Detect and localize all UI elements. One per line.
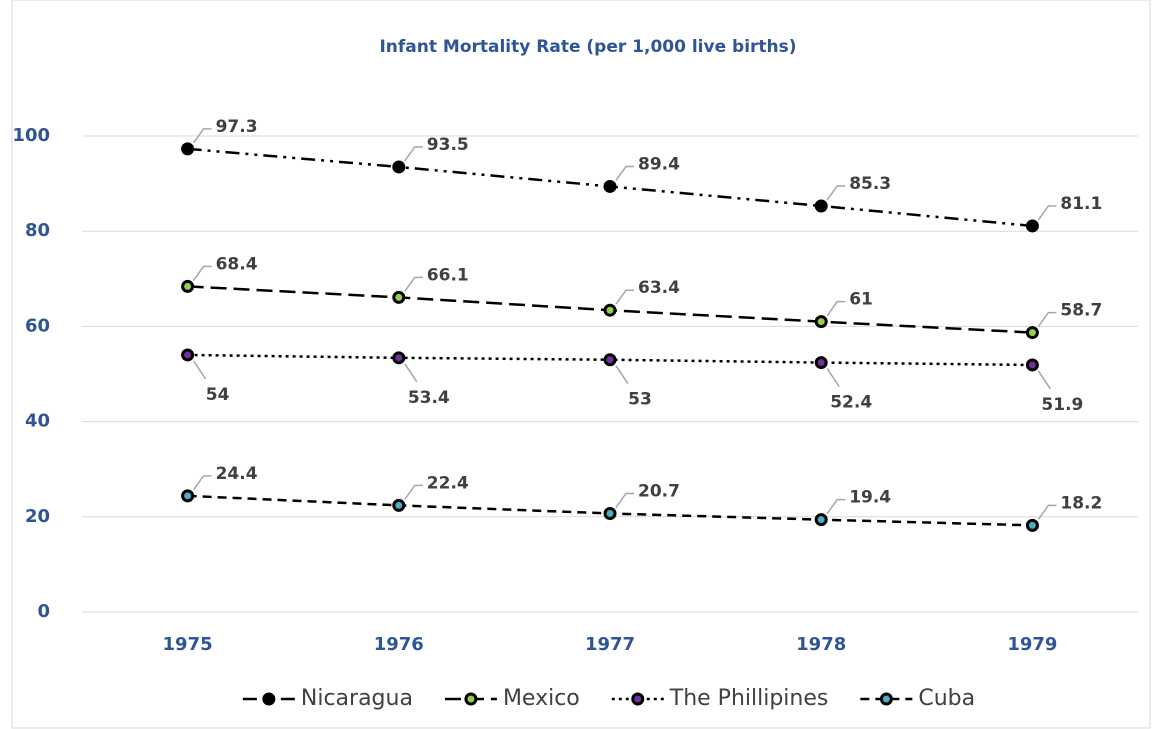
point xyxy=(603,506,617,520)
x-tick-label: 1977 xyxy=(585,634,635,655)
leader-line xyxy=(826,368,840,387)
point xyxy=(603,179,617,193)
legend-label: Mexico xyxy=(503,686,580,711)
data-label: 81.1 xyxy=(1060,194,1102,214)
point xyxy=(603,303,617,317)
leader-line xyxy=(1037,205,1057,221)
legend-item: The Phillipines xyxy=(611,686,829,711)
data-label: 93.5 xyxy=(427,135,469,155)
x-tick-label: 1975 xyxy=(163,634,213,655)
data-label: 52.4 xyxy=(830,393,872,413)
data-label: 54 xyxy=(206,385,230,405)
point xyxy=(392,160,406,174)
data-label: 53.4 xyxy=(408,388,450,408)
data-label: 51.9 xyxy=(1041,395,1083,415)
y-tick-label: 20 xyxy=(25,506,50,527)
leader-line xyxy=(1037,311,1057,328)
leader-line xyxy=(615,165,634,181)
leader-line xyxy=(192,475,212,491)
leader-line xyxy=(615,289,634,305)
legend-marker xyxy=(879,692,893,706)
point xyxy=(181,489,195,503)
point xyxy=(392,290,406,304)
data-label: 18.2 xyxy=(1060,493,1102,513)
data-label: 68.4 xyxy=(216,254,258,274)
point xyxy=(814,356,828,370)
data-label: 61 xyxy=(849,290,873,310)
leader-line xyxy=(615,365,629,385)
point xyxy=(392,498,406,512)
leader-line xyxy=(615,492,634,508)
leader-line xyxy=(1037,370,1052,390)
point xyxy=(814,513,828,527)
leader-line xyxy=(826,185,846,201)
leader-line xyxy=(404,363,418,383)
point xyxy=(392,351,406,365)
leader-line xyxy=(404,146,423,162)
x-tick-label: 1976 xyxy=(374,634,424,655)
y-tick-label: 60 xyxy=(25,315,50,336)
point xyxy=(1025,358,1039,372)
legend-item: Nicaragua xyxy=(242,686,413,711)
y-tick-label: 80 xyxy=(25,220,50,241)
data-label: 24.4 xyxy=(216,464,258,484)
point xyxy=(1025,326,1039,340)
data-label: 58.7 xyxy=(1060,301,1102,321)
data-label: 66.1 xyxy=(427,265,469,285)
data-label: 19.4 xyxy=(849,488,891,508)
leader-line xyxy=(192,265,212,281)
point xyxy=(603,353,617,367)
leader-line xyxy=(404,276,423,292)
y-tick-label: 0 xyxy=(37,601,50,622)
data-label: 63.4 xyxy=(638,278,680,298)
point xyxy=(181,348,195,362)
y-tick-label: 100 xyxy=(12,125,50,146)
point xyxy=(814,315,828,329)
legend-marker xyxy=(464,692,478,706)
leader-line xyxy=(826,498,846,515)
y-tick-label: 40 xyxy=(25,411,50,432)
data-label: 53 xyxy=(628,390,652,410)
leader-line xyxy=(826,300,846,317)
x-tick-label: 1978 xyxy=(796,634,846,655)
legend-item: Mexico xyxy=(444,686,580,711)
data-label: 89.4 xyxy=(638,154,680,174)
point xyxy=(1025,518,1039,532)
leader-line xyxy=(1037,504,1057,520)
data-label: 22.4 xyxy=(427,473,469,493)
data-label: 20.7 xyxy=(638,481,680,501)
point xyxy=(814,199,828,213)
leader-line xyxy=(404,484,423,500)
leader-line xyxy=(192,360,207,380)
chart-title: Infant Mortality Rate (per 1,000 live bi… xyxy=(379,37,796,57)
legend-item: Cuba xyxy=(860,686,975,711)
point xyxy=(181,279,195,293)
legend-label: Nicaragua xyxy=(301,686,413,711)
data-label: 97.3 xyxy=(216,117,258,137)
data-label: 85.3 xyxy=(849,174,891,194)
legend-marker xyxy=(262,692,276,706)
legend-marker xyxy=(631,692,645,706)
legend-label: Cuba xyxy=(918,686,975,711)
legend-label: The Phillipines xyxy=(669,686,829,711)
leader-line xyxy=(192,128,212,144)
point xyxy=(1025,219,1039,233)
x-tick-label: 1979 xyxy=(1007,634,1057,655)
point xyxy=(181,142,195,156)
